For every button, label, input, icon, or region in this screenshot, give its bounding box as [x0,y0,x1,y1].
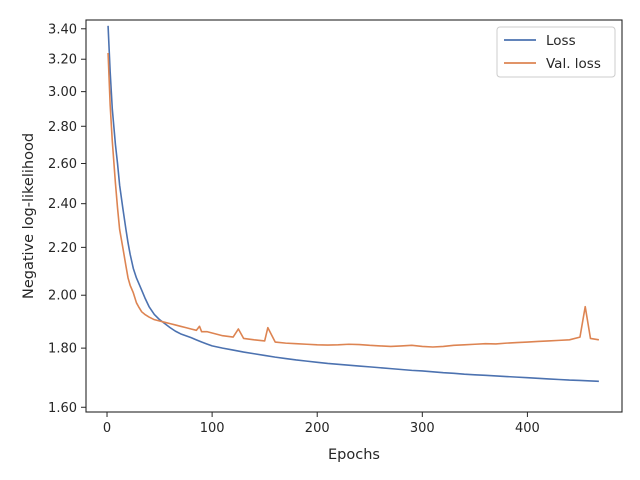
loss-line [107,25,599,383]
y-ticks: 1.60 1.80 2.00 2.20 2.40 2.60 2.80 3.00 3.20 3.40 [48,22,86,416]
legend-label-val-loss: Val. loss [546,56,601,72]
y-tick-label: 2.00 [48,289,77,304]
y-tick-label: 2.20 [48,241,77,256]
plot-frame [85,19,623,413]
y-tick-label: 2.80 [48,120,77,135]
x-tick-label: 200 [305,421,330,436]
x-ticks: 0 100 200 300 400 [103,412,540,436]
legend: Loss Val. loss [496,26,616,78]
y-tick-label: 1.60 [48,401,77,416]
x-tick-label: 100 [200,421,225,436]
x-tick-label: 400 [515,421,540,436]
plot-background [86,20,622,412]
x-axis-label: Epochs [328,447,380,463]
y-tick-label: 1.80 [48,342,77,357]
val-loss-line [107,52,600,348]
y-axis-label: Negative log-likelihood [21,133,37,299]
x-tick-label: 300 [410,421,435,436]
x-tick-label: 0 [103,421,111,436]
y-tick-label: 2.40 [48,197,77,212]
y-tick-label: 3.20 [48,53,77,68]
y-tick-label: 3.00 [48,85,77,100]
y-tick-label: 3.40 [48,22,77,37]
y-tick-label: 2.60 [48,157,77,172]
legend-label-loss: Loss [546,33,576,49]
series-layer [107,25,600,383]
